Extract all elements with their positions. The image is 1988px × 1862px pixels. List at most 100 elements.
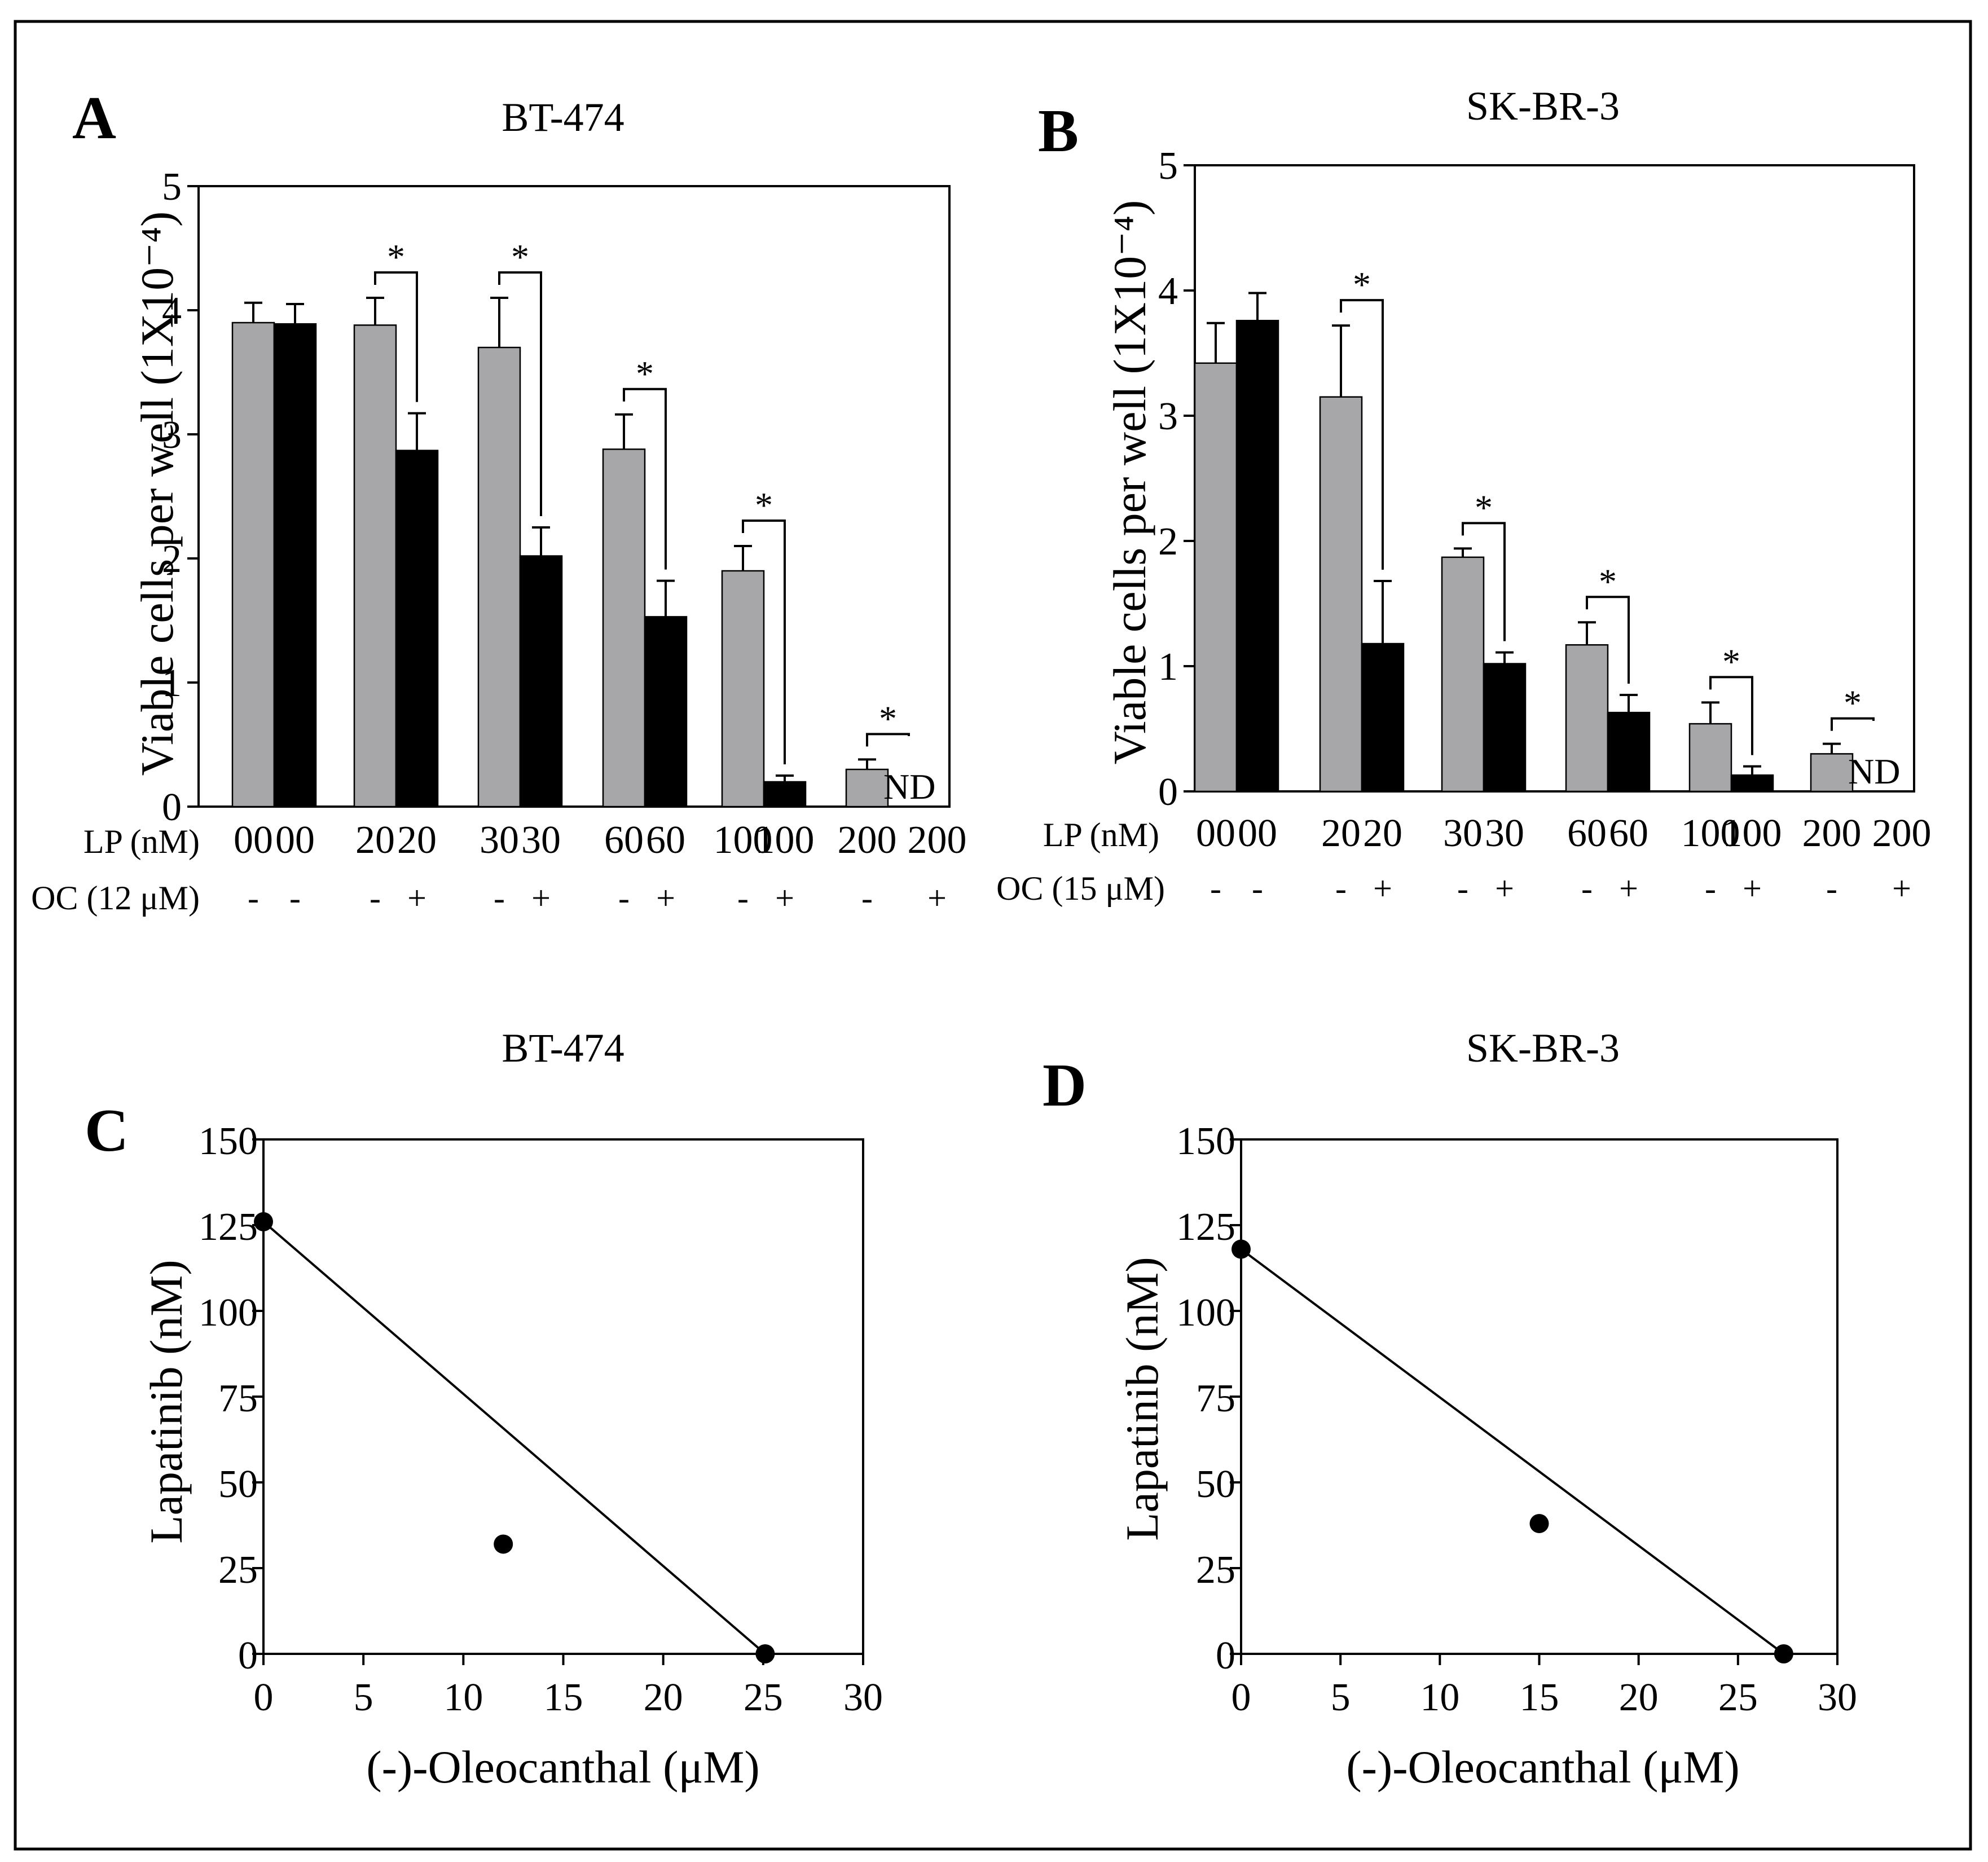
panel-c-x-tick-label: 5: [354, 1676, 373, 1719]
panel-a-bar-lp-alone: [845, 768, 889, 808]
panel-a-lp-label: 200: [838, 818, 897, 862]
panel-a-bar-lp-plus-oc: [644, 616, 688, 808]
panel-b-oc-sign: -: [1705, 870, 1716, 907]
panel-d-y-tick-label: 25: [1196, 1548, 1235, 1592]
panel-d-x-tick-label: 20: [1619, 1676, 1659, 1719]
panel-a-oc-sign: +: [927, 879, 947, 917]
panel-d-x-axis-label: (-)-Oleocanthal (μM): [1346, 1741, 1739, 1793]
panel-c-data-point: [254, 1212, 273, 1231]
panel-d-y-axis-label: Lapatinib (nM): [1116, 1257, 1168, 1540]
panel-a-lp-label: 20: [355, 818, 395, 862]
panel-b-lp-label: 200: [1802, 812, 1862, 855]
panel-d-x-tick-label: 10: [1420, 1676, 1459, 1719]
panel-b-bar-lp-alone: [1688, 723, 1732, 793]
panel-a-lp-label: 100: [755, 818, 815, 862]
panel-a-title: BT-474: [502, 95, 624, 140]
panel-b-oc-sign: +: [1495, 870, 1514, 907]
panel-b-lp-label: 00: [1238, 812, 1277, 855]
panel-b-y-tick-label: 0: [1158, 771, 1178, 814]
panel-b-bar-lp-alone: [1810, 753, 1854, 793]
panel-d-letter: D: [1043, 1052, 1087, 1119]
panel-b-lp-label: 200: [1872, 812, 1932, 855]
panel-b-letter: B: [1038, 98, 1079, 165]
panel-a-bar-lp-plus-oc: [273, 323, 317, 808]
panel-a-lp-label: 00: [275, 818, 315, 862]
panel-d-y-tick-label: 150: [1176, 1120, 1235, 1163]
panel-b-oc-sign: -: [1210, 870, 1221, 907]
panel-a-bar-lp-plus-oc: [519, 555, 563, 808]
panel-b-bar-lp-alone: [1319, 396, 1363, 793]
panel-b-bar-lp-plus-oc: [1730, 774, 1774, 793]
panel-a-y-tick-label: 0: [162, 786, 182, 829]
panel-b-y-tick-label: 4: [1158, 270, 1178, 313]
panel-b-y-tick-label: 5: [1158, 144, 1178, 188]
panel-b-significance-star: *: [1844, 683, 1862, 723]
panel-a-significance-star: *: [755, 485, 773, 525]
panel-d-scatter-chart: D SK-BR-3 Lapatinib (nM) (-)-Oleocanthal…: [1043, 1025, 1857, 1793]
panel-b-title: SK-BR-3: [1466, 83, 1620, 129]
panel-b-oc-sign: +: [1373, 870, 1392, 907]
panel-a-bar-lp-alone: [721, 570, 765, 808]
panel-b-significance-bracket: [1831, 717, 1875, 731]
panel-a-oc-sign: -: [861, 879, 873, 917]
panel-b-bar-lp-plus-oc: [1361, 642, 1405, 793]
panel-b-oc-sign: +: [1892, 870, 1911, 907]
panel-b-significance-star: *: [1353, 265, 1371, 305]
panel-b-lp-label: 30: [1443, 812, 1483, 855]
panel-c-y-tick-label: 150: [199, 1120, 258, 1163]
panel-a-oc-sign: -: [289, 879, 301, 917]
panel-d-data-point: [1529, 1513, 1549, 1533]
panel-d-data-point: [1231, 1239, 1251, 1259]
panel-d-y-tick-label: 125: [1176, 1205, 1235, 1249]
panel-c-letter: C: [85, 1097, 129, 1164]
panel-a-lp-label: 200: [908, 818, 967, 862]
panel-c-y-tick-label: 25: [218, 1548, 258, 1592]
panel-d-data-point: [1774, 1644, 1793, 1663]
panel-c-x-tick-label: 10: [443, 1676, 483, 1719]
panel-d-x-tick-label: 5: [1331, 1676, 1351, 1719]
panel-b-bar-lp-plus-oc: [1607, 711, 1651, 793]
panel-d-title: SK-BR-3: [1466, 1025, 1620, 1071]
panel-a-lp-label: 30: [521, 818, 561, 862]
panel-c-data-point: [755, 1644, 775, 1663]
panel-c-x-tick-label: 0: [254, 1676, 274, 1719]
panel-d-x-tick-label: 0: [1231, 1676, 1251, 1719]
panel-c-x-tick-label: 20: [644, 1676, 683, 1719]
panel-c-data-point: [494, 1534, 513, 1554]
panel-b-oc-sign: -: [1252, 870, 1263, 907]
panel-b-lp-label: 100: [1681, 812, 1740, 855]
panel-a-oc-sign: -: [737, 879, 749, 917]
panel-a-oc-sign: +: [531, 879, 551, 917]
panel-b-lp-label: 60: [1609, 812, 1648, 855]
panel-b-significance-star: *: [1475, 487, 1493, 527]
panel-a-oc-sign: -: [618, 879, 630, 917]
panel-c-y-tick-label: 0: [238, 1634, 258, 1678]
panel-a-lp-label: 100: [714, 818, 773, 862]
panel-b-oc-sign: +: [1619, 870, 1638, 907]
panel-a-y-tick-label: 2: [162, 538, 182, 581]
panel-b-bar-lp-alone: [1441, 556, 1485, 793]
panel-a-bar-lp-plus-oc: [395, 450, 439, 808]
panel-b-oc-sign: -: [1826, 870, 1837, 907]
panel-b-bar-lp-plus-oc: [1235, 320, 1279, 793]
panel-b-oc-sign: -: [1335, 870, 1347, 907]
panel-a-bar-lp-alone: [231, 322, 275, 808]
panel-a-significance-star: *: [879, 698, 897, 738]
panel-b-significance-bracket: [1586, 596, 1630, 684]
panel-c-title: BT-474: [502, 1025, 624, 1071]
panel-b-y-tick-label: 2: [1158, 520, 1178, 564]
panel-d-plot-frame: [1240, 1138, 1839, 1655]
panel-a-bar-lp-plus-oc: [763, 781, 807, 808]
panel-d-y-tick-label: 100: [1176, 1291, 1235, 1335]
panel-b-bar-lp-alone: [1565, 644, 1609, 793]
panel-a-lp-label: 60: [646, 818, 685, 862]
panel-b-lp-label: 100: [1723, 812, 1782, 855]
panel-c-x-tick-label: 30: [843, 1676, 883, 1719]
panel-b-lp-label: 30: [1485, 812, 1524, 855]
panel-b-bar-lp-plus-oc: [1483, 663, 1527, 793]
panel-a-y-tick-label: 5: [162, 165, 182, 209]
panel-a-lp-label: 20: [397, 818, 437, 862]
panel-a-significance-star: *: [387, 237, 405, 277]
panel-a-y-tick-label: 4: [162, 289, 182, 333]
panel-c-plot-frame: [262, 1138, 864, 1655]
